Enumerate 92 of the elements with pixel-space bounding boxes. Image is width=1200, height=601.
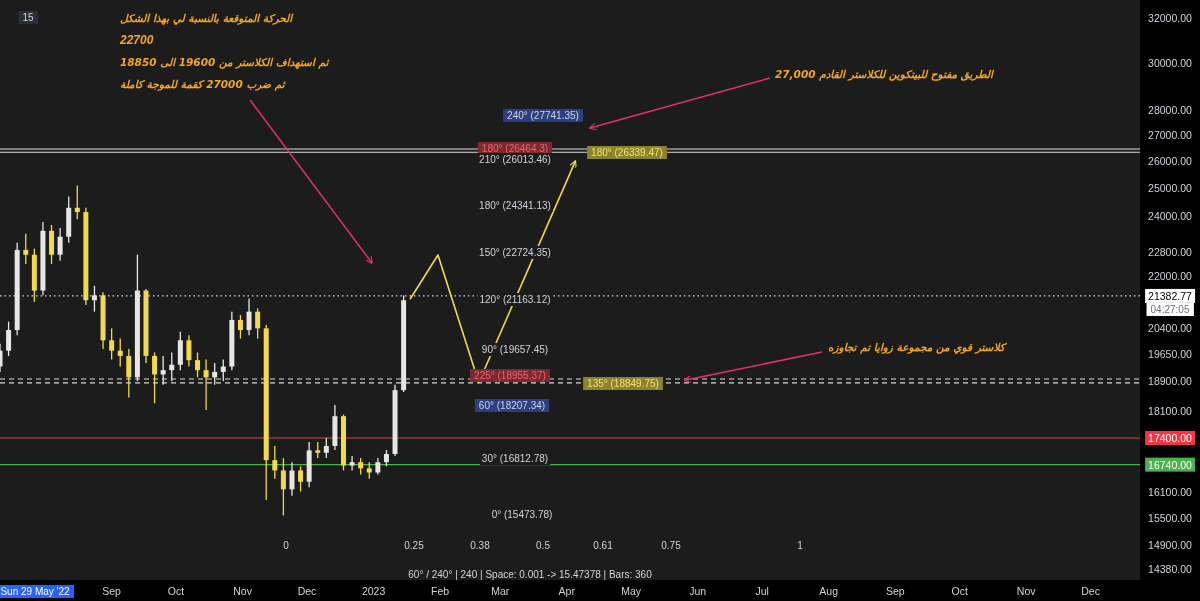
annotation: ثم استهداف الكلاستر من 19600 الى 18850 xyxy=(120,56,331,69)
annotation: 225° (18955.37) xyxy=(474,370,546,381)
annotation: 240° (27741.35) xyxy=(507,110,579,121)
x-tick-label: May xyxy=(621,585,642,597)
x-tick-label: Nov xyxy=(233,585,253,597)
x-tick-label: Feb xyxy=(431,585,450,597)
text: 04:27:05 xyxy=(1150,304,1190,315)
candlestick xyxy=(246,297,252,336)
annotation: 0.38 xyxy=(470,540,491,551)
candlestick xyxy=(49,224,55,265)
x-tick-label: Oct xyxy=(951,585,968,597)
annotation: 0 xyxy=(283,540,290,551)
candlestick xyxy=(203,358,209,411)
candlestick xyxy=(152,351,158,404)
candlestick xyxy=(109,327,115,361)
annotation: 180° (24341.13) xyxy=(479,200,551,211)
y-tick-label: 20400.00 xyxy=(1148,322,1193,335)
x-tick-label: Dec xyxy=(297,585,317,597)
annotation: 30° (16812.78) xyxy=(481,453,549,464)
annotation: 60° (18207.34) xyxy=(478,400,546,411)
candlestick xyxy=(160,355,166,386)
x-tick-label: Aug xyxy=(819,585,839,597)
y-tick-label: 21382.77 xyxy=(1148,289,1193,302)
candlestick xyxy=(186,334,192,368)
candlestick xyxy=(323,437,329,459)
y-tick-label: 18900.00 xyxy=(1148,374,1193,387)
annotation: 135° (18849.75) xyxy=(587,378,659,389)
y-tick-label: 16100.00 xyxy=(1148,485,1193,498)
y-tick-label: 27000.00 xyxy=(1148,129,1193,142)
annotation: 15 xyxy=(22,12,34,23)
candlestick xyxy=(349,455,355,472)
y-tick-label: 14900.00 xyxy=(1148,538,1193,551)
x-tick-label: Jul xyxy=(755,585,769,597)
annotation: 180° (26339.47) xyxy=(591,147,663,158)
y-tick-label: 16740.00 xyxy=(1148,458,1193,471)
annotation: 0.75 xyxy=(661,540,682,551)
annotation: 0.5 xyxy=(536,540,551,551)
candlestick xyxy=(6,320,12,357)
annotation: الحركة المتوقعة بالنسبة لي بهذا الشكل xyxy=(120,12,295,25)
candlestick xyxy=(237,314,243,340)
y-tick-label: 26000.00 xyxy=(1148,155,1193,168)
y-tick-label: 18100.00 xyxy=(1148,404,1193,417)
x-tick-label: Dec xyxy=(1081,585,1100,597)
candlestick xyxy=(289,461,295,497)
candlestick xyxy=(272,445,278,480)
candlestick xyxy=(126,348,132,399)
annotation: ثم ضرب 27000 كقمة للموجة كاملة xyxy=(120,78,287,91)
x-tick-label: Nov xyxy=(1016,585,1037,597)
annotation: 0.25 xyxy=(404,540,425,551)
x-tick-label: Mar xyxy=(491,585,510,597)
y-tick-label: 22000.00 xyxy=(1148,270,1193,283)
x-tick-label: Sep xyxy=(102,585,122,597)
y-tick-label: 28000.00 xyxy=(1148,104,1193,117)
y-tick-label: 32000.00 xyxy=(1148,12,1193,25)
candlestick xyxy=(91,285,97,313)
annotation: 120° (21163.12) xyxy=(479,294,551,305)
annotation: 0.61 xyxy=(593,540,614,551)
text: Sun 29 May '22 xyxy=(0,586,71,597)
candlestick xyxy=(220,358,226,382)
candlestick xyxy=(195,351,201,379)
y-tick-label: 19650.00 xyxy=(1148,348,1193,361)
candlestick xyxy=(212,362,218,386)
annotation: 60° / 240° | 240 | Space: 0.001 -> 15.47378 | Bars: 360 xyxy=(408,569,653,580)
y-tick-label: 22800.00 xyxy=(1148,245,1193,258)
candlestick xyxy=(280,457,286,517)
annotation: 22700 xyxy=(119,33,154,47)
candlestick xyxy=(255,307,261,340)
x-tick-label: Jun xyxy=(689,585,707,597)
y-tick-label: 30000.00 xyxy=(1148,56,1193,69)
candlestick xyxy=(23,233,29,265)
x-tick-label: Oct xyxy=(167,585,185,597)
annotation: 150° (22724.35) xyxy=(479,247,551,258)
candlestick xyxy=(117,337,123,368)
candlestick xyxy=(57,227,63,262)
candlestick xyxy=(74,184,80,220)
annotation: 180° (26464.3) xyxy=(481,143,549,154)
x-tick-label: 2023 xyxy=(361,585,386,597)
y-tick-label: 24000.00 xyxy=(1148,210,1193,223)
annotation: 210° (26013.46) xyxy=(479,154,551,165)
y-tick-label: 25000.00 xyxy=(1148,182,1193,195)
y-tick-label: 15500.00 xyxy=(1148,511,1193,524)
x-tick-label: Apr xyxy=(558,585,576,597)
y-tick-label: 17400.00 xyxy=(1148,431,1193,444)
annotation: 90° (19657.45) xyxy=(481,344,549,355)
y-tick-label: 14380.00 xyxy=(1148,563,1193,576)
annotation: 1 xyxy=(797,540,804,551)
annotation: كلاستر قوي من مجموعة زوايا تم تجاوزه xyxy=(828,341,1008,354)
x-tick-label: Sep xyxy=(885,585,905,597)
candlestick xyxy=(169,351,175,382)
annotation: 0° (15473.78) xyxy=(491,509,553,520)
candlestick xyxy=(298,465,304,493)
annotation: الطريق مفتوح للبيتكوين للكلاستر القادم 27,000 xyxy=(775,68,996,81)
